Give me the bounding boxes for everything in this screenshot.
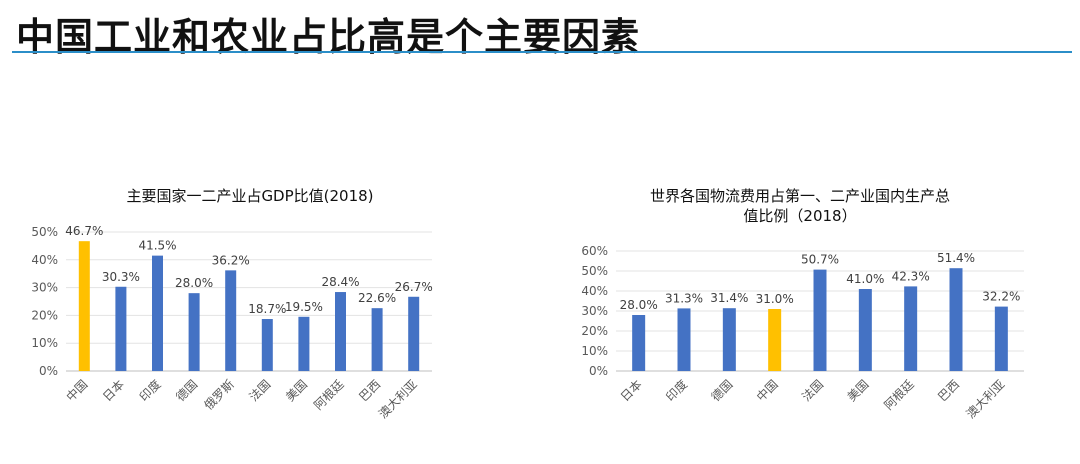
- data-label: 28.0%: [620, 298, 658, 312]
- data-label: 41.5%: [138, 239, 176, 253]
- y-tick-label: 30%: [31, 281, 58, 295]
- x-tick-label: 印度: [663, 377, 691, 405]
- x-tick-label: 德国: [708, 377, 736, 405]
- data-label: 31.4%: [710, 291, 748, 305]
- y-tick-label: 60%: [581, 244, 608, 258]
- bar: [152, 255, 163, 371]
- data-label: 41.0%: [846, 272, 884, 286]
- bar: [813, 269, 827, 371]
- title-rule: [12, 51, 1072, 53]
- y-tick-label: 10%: [31, 336, 58, 350]
- y-tick-label: 10%: [581, 344, 608, 358]
- chart1-title: 主要国家一二产业占GDP比值(2018): [60, 186, 440, 206]
- data-label: 50.7%: [801, 253, 839, 267]
- chart2-title-line1: 世界各国物流费用占第一、二产业国内生产总: [649, 187, 950, 205]
- bar: [78, 241, 90, 371]
- y-tick-label: 50%: [31, 225, 58, 239]
- x-tick-label: 法国: [799, 377, 826, 404]
- bar: [949, 268, 963, 371]
- bar: [298, 316, 310, 371]
- data-label: 22.6%: [358, 291, 396, 305]
- data-label: 32.2%: [982, 290, 1020, 304]
- chart2-title: 世界各国物流费用占第一、二产业国内生产总 值比例（2018）: [590, 186, 1010, 226]
- data-label: 31.0%: [756, 292, 794, 306]
- bar: [768, 309, 782, 371]
- x-tick-label: 阿根廷: [881, 377, 916, 412]
- bar: [722, 308, 736, 371]
- bar: [632, 315, 646, 371]
- bar: [904, 286, 918, 371]
- bar: [371, 308, 383, 371]
- x-tick-label: 巴西: [935, 377, 962, 404]
- y-tick-label: 30%: [581, 304, 608, 318]
- bar: [408, 296, 420, 371]
- data-label: 51.4%: [937, 251, 975, 265]
- x-tick-label: 日本: [618, 377, 645, 404]
- x-tick-label: 澳大利亚: [964, 377, 1008, 421]
- data-label: 36.2%: [212, 253, 250, 267]
- chart2-title-line2: 值比例（2018）: [743, 207, 857, 225]
- data-label: 31.3%: [665, 291, 703, 305]
- x-tick-label: 中国: [753, 377, 781, 405]
- bar: [858, 289, 872, 371]
- bar: [677, 308, 691, 371]
- y-tick-label: 0%: [589, 364, 608, 378]
- bar: [335, 292, 346, 371]
- data-label: 28.4%: [321, 275, 359, 289]
- data-label: 28.0%: [175, 276, 213, 290]
- y-tick-label: 40%: [581, 284, 608, 298]
- y-tick-label: 20%: [581, 324, 608, 338]
- y-tick-label: 50%: [581, 264, 608, 278]
- x-tick-label: 美国: [845, 377, 872, 404]
- data-label: 26.7%: [395, 280, 433, 294]
- data-label: 19.5%: [285, 300, 323, 314]
- bar: [994, 306, 1008, 371]
- bar: [261, 319, 273, 371]
- y-tick-label: 0%: [39, 364, 58, 378]
- y-tick-label: 40%: [31, 253, 58, 267]
- data-label: 30.3%: [102, 270, 140, 284]
- bar: [115, 286, 127, 371]
- data-label: 46.7%: [65, 224, 103, 238]
- data-label: 18.7%: [248, 302, 286, 316]
- chart1-title-text: 主要国家一二产业占GDP比值(2018): [126, 187, 374, 205]
- data-label: 42.3%: [892, 269, 930, 283]
- bar: [225, 270, 237, 371]
- y-tick-label: 20%: [31, 308, 58, 322]
- bar: [188, 293, 200, 371]
